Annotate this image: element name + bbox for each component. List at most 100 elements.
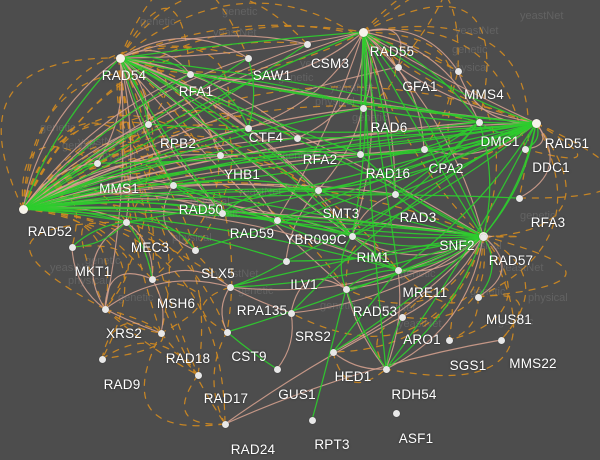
edge xyxy=(71,246,106,310)
edge xyxy=(362,31,537,124)
edge xyxy=(22,57,121,210)
edge xyxy=(22,41,308,210)
graph-node-msh6[interactable] xyxy=(148,275,156,283)
edge xyxy=(96,122,537,164)
edge xyxy=(385,316,403,370)
graph-node-gus1[interactable] xyxy=(273,365,281,373)
graph-node-rad6[interactable] xyxy=(359,104,367,112)
edge xyxy=(119,24,459,72)
graph-node-srs2[interactable] xyxy=(287,309,295,317)
edge xyxy=(351,31,373,237)
edge xyxy=(71,221,127,248)
graph-node-saw1[interactable] xyxy=(244,54,252,62)
edge xyxy=(362,0,459,72)
graph-node-rfa1[interactable] xyxy=(186,70,194,78)
graph-node-mkt1[interactable] xyxy=(68,243,76,251)
edge xyxy=(362,31,484,237)
graph-node-rad52[interactable] xyxy=(18,204,28,214)
graph-node-mus81[interactable] xyxy=(474,293,482,301)
edge xyxy=(151,269,231,288)
graph-node-hed1[interactable] xyxy=(329,348,337,356)
edge xyxy=(172,179,319,191)
graph-node-smt3[interactable] xyxy=(314,186,322,194)
edge xyxy=(477,294,521,341)
graph-node-rad9[interactable] xyxy=(98,355,106,363)
graph-node-dmc1[interactable] xyxy=(475,118,483,126)
edge xyxy=(22,86,537,210)
graph-node-rad16[interactable] xyxy=(356,150,364,158)
graph-node-cpa2[interactable] xyxy=(420,145,428,153)
edge xyxy=(189,73,364,109)
graph-node-rad59[interactable] xyxy=(218,209,226,217)
edge xyxy=(448,296,479,341)
graph-node-rad57[interactable] xyxy=(479,233,487,241)
graph-node-asf1[interactable] xyxy=(392,409,400,417)
graph-node-mms22[interactable] xyxy=(497,336,505,344)
graph-node-rad55[interactable] xyxy=(358,27,368,37)
graph-node-mre11[interactable] xyxy=(394,266,402,274)
graph-node-rfa3[interactable] xyxy=(515,194,523,202)
graph-node-cst9[interactable] xyxy=(223,328,231,336)
edge xyxy=(482,235,520,238)
graph-node-ddc1[interactable] xyxy=(521,145,529,153)
edge xyxy=(477,235,493,298)
edge xyxy=(22,43,308,210)
edge xyxy=(221,286,231,333)
graph-node-yhb1[interactable] xyxy=(216,151,224,159)
edge xyxy=(345,242,399,290)
graph-node-rpa135[interactable] xyxy=(226,283,234,291)
graph-node-rpb2[interactable] xyxy=(144,120,152,128)
edge xyxy=(345,288,387,370)
graph-node-rad3[interactable] xyxy=(391,190,399,198)
graph-node-rdh54[interactable] xyxy=(382,365,390,373)
graph-node-csm3[interactable] xyxy=(303,40,311,48)
graph-node-slx5[interactable] xyxy=(191,246,199,254)
edge xyxy=(362,31,498,237)
graph-node-ybr099c[interactable] xyxy=(273,216,281,224)
edge xyxy=(276,31,364,221)
graph-node-rad50[interactable] xyxy=(169,181,177,189)
edge xyxy=(524,122,579,159)
edge xyxy=(125,220,196,251)
edge xyxy=(290,122,537,314)
graph-node-mms4[interactable] xyxy=(454,67,462,75)
graph-node-rad51[interactable] xyxy=(531,118,541,128)
graph-node-rfa2[interactable] xyxy=(293,134,301,142)
graph-node-rad17[interactable] xyxy=(194,371,202,379)
edge xyxy=(119,57,223,214)
graph-node-rad53[interactable] xyxy=(342,285,350,293)
edge xyxy=(229,235,484,288)
graph-node-ilv1[interactable] xyxy=(282,257,290,265)
edge xyxy=(385,122,537,370)
edge xyxy=(22,73,191,210)
edge xyxy=(189,73,537,124)
graph-node-rad24[interactable] xyxy=(221,420,229,428)
edge xyxy=(119,55,191,75)
edge xyxy=(22,107,364,210)
edge xyxy=(22,194,520,210)
edge xyxy=(116,57,174,186)
edge xyxy=(119,57,233,333)
edge xyxy=(224,339,502,425)
graph-node-rpt3[interactable] xyxy=(308,416,316,424)
graph-node-sgs1[interactable] xyxy=(445,336,453,344)
graph-node-gfa1[interactable] xyxy=(394,63,402,71)
graph-node-rim1[interactable] xyxy=(348,232,356,240)
edge xyxy=(362,28,526,150)
edge xyxy=(482,235,527,341)
graph-node-aro1[interactable] xyxy=(398,313,406,321)
edge xyxy=(22,57,249,210)
edge xyxy=(22,208,126,360)
graph-node-mec3[interactable] xyxy=(122,218,130,226)
graph-node-rad18[interactable] xyxy=(157,329,165,337)
edge xyxy=(71,221,127,248)
graph-node-xrs2[interactable] xyxy=(101,305,109,313)
edge xyxy=(276,122,537,221)
graph-node-mms1[interactable] xyxy=(93,159,101,167)
edge xyxy=(447,70,537,160)
graph-node-ctf4[interactable] xyxy=(244,124,252,132)
edge xyxy=(478,121,491,238)
graph-node-rad54[interactable] xyxy=(115,53,125,63)
edge xyxy=(317,189,484,237)
